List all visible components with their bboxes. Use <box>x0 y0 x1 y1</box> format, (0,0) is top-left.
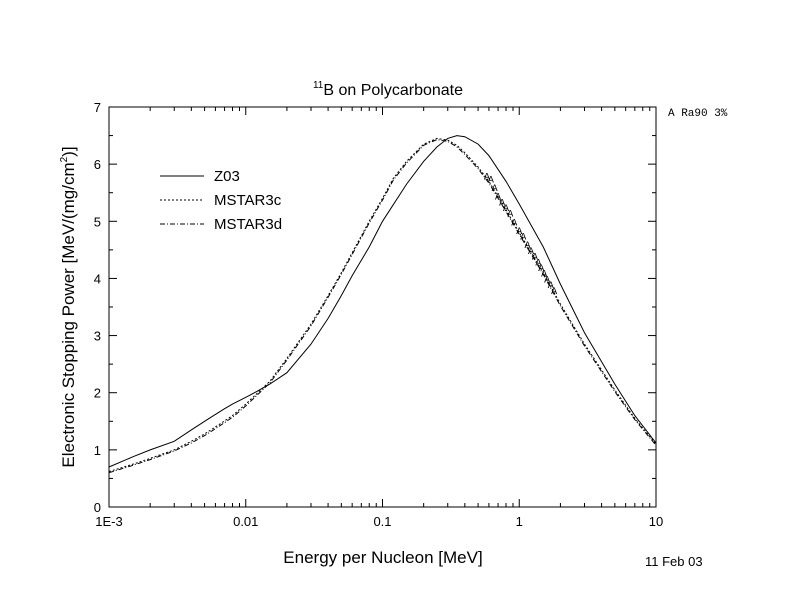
x-tick-label: 0.01 <box>233 514 258 529</box>
data-marker: A <box>525 241 531 252</box>
annotation-top-right: A Ra90 3% <box>668 108 728 120</box>
x-tick-label: 0.1 <box>373 514 391 529</box>
tick-layer: 1E-3 0.01 0.1 1 10 0 1 2 3 4 5 6 7 <box>94 100 663 529</box>
series-line-mstar3d <box>108 139 657 474</box>
data-marker: A <box>503 204 509 215</box>
data-marker: A <box>495 193 501 204</box>
data-marker: A <box>507 210 513 221</box>
data-marker: A <box>492 184 498 195</box>
title-isotope: 11 <box>313 80 324 91</box>
data-marker: A <box>528 247 534 258</box>
y-axis-label-close: )] <box>59 146 78 156</box>
data-marker: A <box>516 227 522 238</box>
x-axis-label: Energy per Nucleon [MeV] <box>283 548 482 567</box>
plot-frame <box>108 106 657 508</box>
legend-label-z03: Z03 <box>214 168 240 185</box>
legend: Z03 MSTAR3c MSTAR3d <box>160 168 282 233</box>
series-line-mstar3c <box>108 137 657 473</box>
y-axis-label-main: Electronic Stopping Power [MeV/(mg/cm <box>59 162 78 467</box>
data-marker: A <box>520 233 526 244</box>
data-marker: A <box>511 218 517 229</box>
y-axis-label: Electronic Stopping Power [MeV/(mg/cm2)] <box>59 146 78 467</box>
y-tick-label: 1 <box>94 443 101 458</box>
series-line-z03 <box>108 135 657 468</box>
y-tick-label: 7 <box>94 100 101 115</box>
y-axis-label-sup: 2 <box>59 156 70 162</box>
data-marker: A <box>541 270 547 281</box>
title-rest: B on Polycarbonate <box>323 82 463 99</box>
x-tick-label: 10 <box>649 514 663 529</box>
data-marker: A <box>538 264 544 275</box>
date-annotation: 11 Feb 03 <box>645 554 703 569</box>
chart-title: 11B on Polycarbonate <box>313 80 463 99</box>
data-marker: A <box>548 281 554 292</box>
x-tick-label: 1E-3 <box>95 514 122 529</box>
data-marker: A <box>535 258 541 269</box>
y-tick-label: 5 <box>94 214 101 229</box>
data-marker: A <box>532 253 538 264</box>
data-marker: A <box>488 175 494 186</box>
data-marker: A <box>551 287 557 298</box>
y-tick-label: 0 <box>94 500 101 515</box>
data-marker: A <box>499 198 505 209</box>
y-tick-label: 6 <box>94 157 101 172</box>
legend-label-mstar3c: MSTAR3c <box>214 192 282 209</box>
y-tick-label: 3 <box>94 329 101 344</box>
y-tick-label: 4 <box>94 271 101 286</box>
data-marker: A <box>544 275 550 286</box>
y-tick-label: 2 <box>94 386 101 401</box>
data-marker: A <box>484 173 490 184</box>
x-tick-label: 1 <box>516 514 523 529</box>
legend-label-mstar3d: MSTAR3d <box>214 216 282 233</box>
series-layer <box>108 135 657 474</box>
